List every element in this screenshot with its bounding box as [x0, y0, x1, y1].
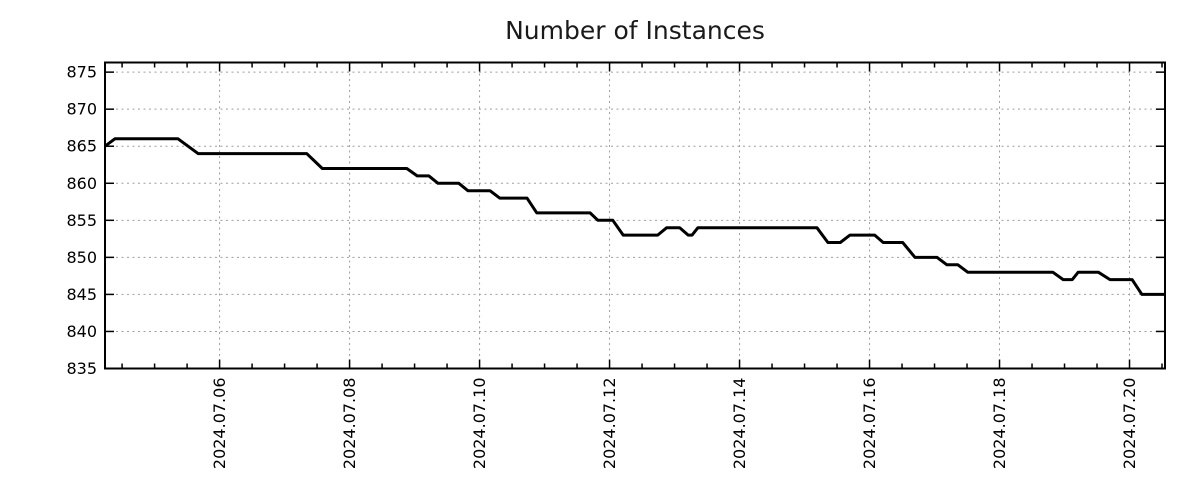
plot-border: [104, 61, 1166, 370]
chart-title: Number of Instances: [505, 16, 765, 45]
x-tick-label: 2024.07.20: [1120, 378, 1139, 470]
x-tick-label: 2024.07.08: [340, 378, 359, 470]
x-tick-label: 2024.07.12: [600, 378, 619, 470]
y-tick-label: 845: [66, 285, 97, 304]
y-tick-label: 865: [66, 137, 97, 156]
x-tick-label: 2024.07.06: [210, 378, 229, 470]
y-tick-label: 835: [66, 359, 97, 378]
y-tick-label: 850: [66, 248, 97, 267]
y-tick-label: 875: [66, 63, 97, 82]
x-tick-label: 2024.07.16: [860, 378, 879, 470]
x-tick-label: 2024.07.14: [730, 378, 749, 470]
y-tick-label: 870: [66, 100, 97, 119]
y-tick-label: 855: [66, 211, 97, 230]
y-tick-label: 860: [66, 174, 97, 193]
data-line: [104, 137, 1165, 296]
y-tick-label: 840: [66, 322, 97, 341]
x-tick-label: 2024.07.18: [990, 377, 1009, 469]
x-tick-label: 2024.07.10: [470, 377, 489, 469]
